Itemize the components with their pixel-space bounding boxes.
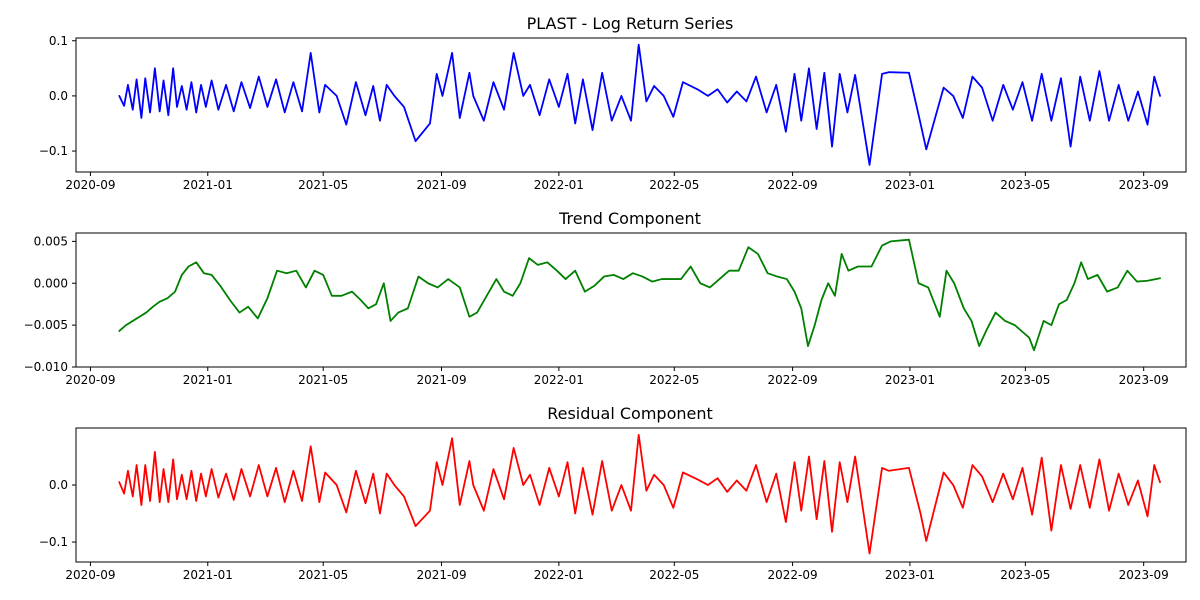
y-tick-label: −0.005: [24, 318, 68, 332]
x-tick-label: 2023-09: [1119, 568, 1169, 582]
x-tick-label: 2022-09: [768, 568, 818, 582]
x-tick-label: 2021-09: [416, 568, 466, 582]
x-tick-label: 2023-09: [1119, 178, 1169, 192]
x-tick-label: 2023-05: [1000, 178, 1050, 192]
x-tick-label: 2022-05: [649, 373, 699, 387]
panel-title: Trend Component: [558, 209, 701, 228]
series-line: [118, 433, 1161, 555]
y-tick-label: −0.1: [39, 535, 68, 549]
x-tick-label: 2022-05: [649, 178, 699, 192]
x-tick-label: 2023-09: [1119, 373, 1169, 387]
y-tick-label: −0.010: [24, 360, 68, 374]
plot-frame: [75, 232, 1187, 368]
x-tick-label: 2021-05: [298, 373, 348, 387]
y-tick-label: 0.1: [49, 34, 68, 48]
x-tick-label: 2021-09: [416, 178, 466, 192]
x-tick-label: 2020-09: [65, 568, 115, 582]
x-tick-label: 2023-05: [1000, 373, 1050, 387]
x-tick-label: 2022-09: [768, 178, 818, 192]
x-tick-label: 2022-01: [534, 373, 584, 387]
panel-residual: Residual Component 2020-09 2021-01 2021-05…: [39, 404, 1187, 582]
x-tick-label: 2021-09: [416, 373, 466, 387]
x-tick-label: 2020-09: [65, 178, 115, 192]
x-tick-label: 2021-05: [298, 568, 348, 582]
x-tick-label: 2020-09: [65, 373, 115, 387]
panel-title: PLAST - Log Return Series: [527, 14, 734, 33]
panel-title: Residual Component: [547, 404, 713, 423]
series-line: [118, 238, 1161, 352]
x-tick-label: 2022-01: [534, 178, 584, 192]
x-tick-label: 2023-01: [885, 178, 935, 192]
x-tick-label: 2022-09: [768, 373, 818, 387]
x-tick-label: 2021-05: [298, 178, 348, 192]
y-tick-label: 0.0: [49, 89, 68, 103]
series-line: [118, 43, 1161, 166]
plot-frame: [75, 427, 1187, 563]
x-tick-label: 2023-01: [885, 568, 935, 582]
x-tick-label: 2022-01: [534, 568, 584, 582]
panel-log-return: PLAST - Log Return Series 2020-09 2021-01…: [39, 14, 1187, 192]
y-tick-label: 0.0: [49, 478, 68, 492]
y-tick-label: −0.1: [39, 144, 68, 158]
x-tick-label: 2021-01: [183, 178, 233, 192]
plot-frame: [75, 37, 1187, 173]
y-tick-label: 0.005: [34, 234, 68, 248]
y-tick-label: 0.000: [34, 276, 68, 290]
x-tick-label: 2021-01: [183, 373, 233, 387]
x-tick-label: 2023-05: [1000, 568, 1050, 582]
panel-trend: Trend Component 2020-09 2021-01 2021-05 202…: [24, 209, 1187, 387]
x-tick-label: 2021-01: [183, 568, 233, 582]
x-tick-label: 2022-05: [649, 568, 699, 582]
x-tick-label: 2023-01: [885, 373, 935, 387]
